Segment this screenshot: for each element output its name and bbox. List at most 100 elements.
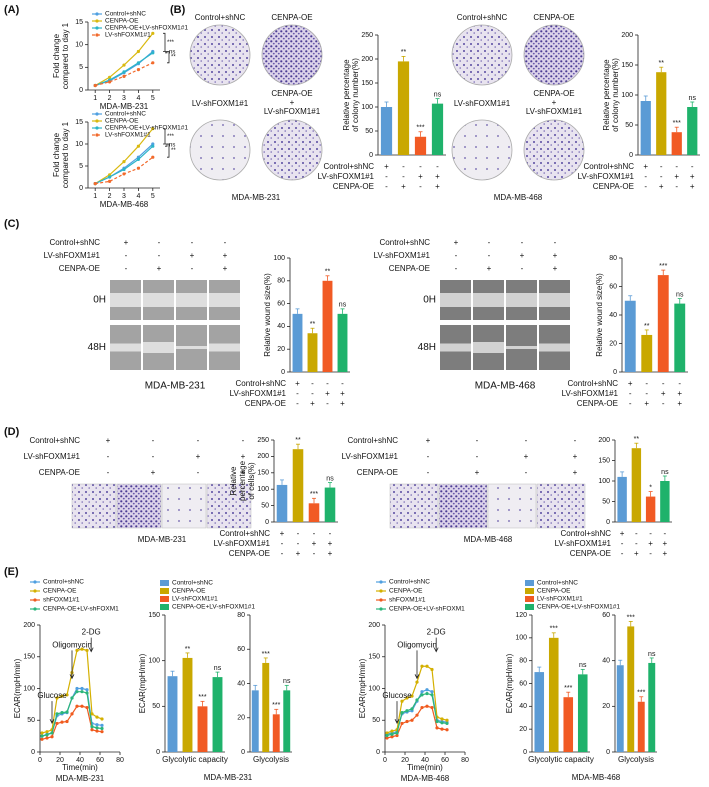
colony-plate — [189, 119, 251, 181]
significance: *** — [550, 626, 558, 633]
y-axis-label: percentage — [238, 460, 247, 501]
image-label: Control+shNC — [195, 13, 246, 22]
legend-marker — [33, 580, 37, 584]
legend-label: Control+shNC — [105, 111, 146, 118]
data-point — [93, 83, 97, 88]
bar — [337, 313, 348, 372]
y-tick-label: 0 — [629, 152, 633, 159]
bar — [283, 690, 291, 752]
y-axis-label: of colony number(%) — [611, 58, 620, 132]
y-tick-label: 50 — [372, 717, 380, 724]
data-point — [445, 728, 449, 732]
data-point — [405, 719, 409, 724]
y-tick-label: 100 — [148, 658, 160, 665]
condition-sign: + — [340, 389, 345, 398]
y-tick-label: 100 — [621, 92, 633, 99]
x-tick-label: 0 — [383, 757, 387, 764]
x-tick-label: 60 — [96, 757, 104, 764]
condition-name: CENPA-OE — [59, 264, 100, 273]
data-point — [136, 166, 140, 170]
condition-sign: + — [520, 251, 525, 260]
y-axis-label: Relative — [229, 466, 238, 495]
colony-plate — [261, 24, 323, 86]
data-point — [95, 715, 99, 719]
data-point — [420, 690, 424, 694]
y-tick-label: 250 — [257, 437, 269, 444]
condition-sign: + — [475, 468, 480, 477]
condition-sign: - — [152, 436, 155, 445]
condition-name: LV-shFOXM1#1 — [562, 389, 619, 398]
row-label: 48H — [418, 342, 436, 353]
legend-swatch — [525, 596, 534, 602]
wound-gap — [539, 343, 570, 352]
data-point — [410, 694, 414, 698]
bar — [212, 677, 223, 752]
y-axis-label: Fold change — [52, 132, 61, 177]
legend-label: CENPA-OE+LV-shFOXM1 — [43, 606, 119, 613]
y-tick-label: 0 — [369, 152, 373, 159]
x-tick-label: 3 — [122, 193, 126, 200]
condition-sign: - — [649, 529, 652, 538]
data-point — [55, 712, 59, 716]
condition-sign: + — [328, 549, 333, 558]
significance: ns — [579, 662, 587, 669]
condition-sign: + — [328, 539, 333, 548]
condition-sign: + — [648, 539, 653, 548]
bar — [648, 662, 656, 752]
data-point — [440, 727, 444, 731]
wound-gap — [176, 293, 207, 307]
x-tick-label: 2 — [108, 193, 112, 200]
legend-label: CENPA-OE — [105, 18, 139, 25]
row-label: 48H — [88, 342, 106, 353]
y-axis-label: Relative wound size(%) — [595, 273, 604, 357]
y-tick-label: 0 — [613, 369, 617, 376]
condition-name: Control+shNC — [380, 238, 431, 247]
y-tick-label: 50 — [152, 703, 160, 710]
bar — [308, 503, 320, 522]
significance: ns — [214, 665, 222, 672]
panel-label: (A) — [4, 4, 20, 16]
y-axis-label: Relative wound size(%) — [263, 273, 272, 357]
data-point — [85, 691, 89, 695]
data-point — [90, 712, 94, 716]
data-point — [100, 723, 104, 727]
data-point — [151, 31, 155, 35]
condition-sign: - — [326, 399, 329, 408]
data-point — [410, 707, 414, 711]
y-axis-label: ECAR(mpH/min) — [505, 653, 514, 713]
y-tick-label: 200 — [23, 622, 35, 629]
condition-sign: - — [329, 529, 332, 538]
legend-marker — [95, 112, 99, 116]
condition-name: LV-shFOXM1#1 — [342, 452, 399, 461]
significance: *** — [262, 651, 270, 658]
data-point — [136, 61, 140, 65]
data-point — [70, 712, 74, 716]
arrow — [394, 701, 400, 725]
bar — [563, 697, 574, 752]
bar — [656, 72, 667, 155]
legend-label: CENPA-OE+LV-shFOXM1 — [389, 606, 465, 613]
image-label: CENPA-OE — [271, 13, 312, 22]
significance: ** — [295, 437, 301, 444]
legend-marker — [95, 133, 99, 137]
legend-marker — [33, 607, 37, 611]
y-tick-label: 0 — [79, 185, 83, 192]
significance: ns — [648, 651, 656, 658]
colony-plate — [261, 119, 323, 181]
bar — [637, 701, 645, 752]
condition-name: Control+shNC — [220, 529, 271, 538]
condition-name: CENPA-OE — [229, 549, 270, 558]
data-point — [415, 713, 419, 717]
condition-sign: + — [487, 264, 492, 273]
condition-sign: - — [488, 238, 491, 247]
x-tick-label: 1 — [93, 193, 97, 200]
condition-sign: + — [677, 399, 682, 408]
data-point — [40, 734, 44, 738]
y-tick-label: 0 — [376, 749, 380, 756]
y-tick-label: 150 — [598, 457, 610, 464]
transwell-image — [389, 483, 439, 529]
significance: ** — [401, 49, 407, 56]
data-point — [420, 705, 424, 710]
condition-sign: + — [296, 549, 301, 558]
